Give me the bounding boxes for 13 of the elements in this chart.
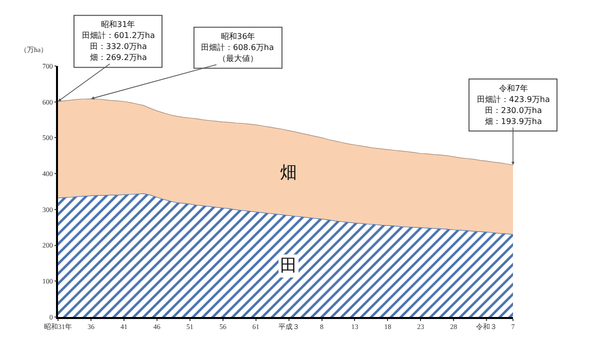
annotation: 田：230.0万ha [485,106,542,115]
annotation: 畑：269.2万ha [90,53,147,62]
annotation: 令和7年 [499,84,528,93]
annotation: （最大値） [218,54,258,63]
series-label: 畑 [280,163,297,183]
annotation: 田畑計：423.9万ha [477,95,550,104]
text: 昭和31年 [101,20,136,29]
text: 田畑計：608.6万ha [201,43,274,52]
text: 田畑計：601.2万ha [82,31,155,40]
series-label: 田 [280,256,297,276]
text: 昭和36年 [221,32,256,41]
annotation: 畑：193.9万ha [485,117,542,126]
text: 田：332.0万ha [90,42,147,51]
